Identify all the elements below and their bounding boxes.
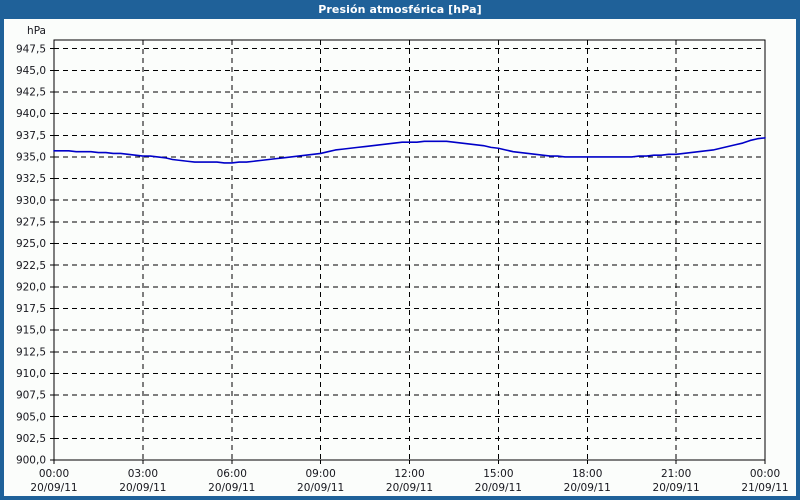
- x-axis-date-label: 21/09/11: [741, 482, 788, 494]
- y-axis-tick-label: 910,0: [16, 368, 46, 380]
- x-axis-date-label: 20/09/11: [119, 482, 166, 494]
- y-axis-tick-label: 925,0: [16, 238, 46, 250]
- x-axis-time-label: 06:00: [217, 468, 247, 480]
- x-axis-time-label: 09:00: [305, 468, 335, 480]
- x-axis-date-label: 20/09/11: [386, 482, 433, 494]
- x-axis-date-label: 20/09/11: [208, 482, 255, 494]
- pressure-line-chart: 947,5 945,0 942,5 940,0 937,5 935,0 932,5 930,0…: [16, 25, 789, 494]
- x-axis-date-label: 20/09/11: [564, 482, 611, 494]
- x-axis-time-label: 03:00: [128, 468, 158, 480]
- x-axis-labels: 00:00 20/09/11 03:00 20/09/11 06:00 20/09/11 0…: [30, 468, 788, 494]
- y-axis-tick-label: 930,0: [16, 195, 46, 207]
- y-axis-tick-label: 940,0: [16, 108, 46, 120]
- x-axis-time-label: 15:00: [483, 468, 513, 480]
- y-axis-tick-label: 932,5: [16, 173, 46, 185]
- x-axis-date-label: 20/09/11: [297, 482, 344, 494]
- y-axis-labels: 947,5 945,0 942,5 940,0 937,5 935,0 932,5 930,0…: [16, 43, 46, 466]
- y-axis-tick-label: 927,5: [16, 216, 46, 228]
- x-axis-time-label: 00:00: [39, 468, 69, 480]
- pressure-data-line: [53, 137, 766, 164]
- gridlines: [54, 40, 765, 460]
- axis-ticks: [50, 48, 766, 464]
- y-axis-tick-label: 945,0: [16, 65, 46, 77]
- y-axis-tick-label: 947,5: [16, 43, 46, 55]
- y-axis-tick-label: 907,5: [16, 390, 46, 402]
- x-axis-date-label: 20/09/11: [475, 482, 522, 494]
- y-axis-tick-label: 900,0: [16, 455, 46, 467]
- y-axis-tick-label: 905,0: [16, 411, 46, 423]
- y-axis-tick-label: 912,5: [16, 346, 46, 358]
- y-axis-tick-label: 917,5: [16, 303, 46, 315]
- y-axis-tick-label: 920,0: [16, 281, 46, 293]
- x-axis-time-label: 00:00: [750, 468, 780, 480]
- window-titlebar: Presión atmosférica [hPa]: [0, 0, 800, 19]
- x-axis-date-label: 20/09/11: [653, 482, 700, 494]
- y-axis-tick-label: 902,5: [16, 433, 46, 445]
- y-axis-unit-label: hPa: [27, 25, 46, 37]
- x-axis-time-label: 12:00: [394, 468, 424, 480]
- chart-area: 947,5 945,0 942,5 940,0 937,5 935,0 932,5 930,0…: [4, 19, 796, 496]
- y-axis-tick-label: 915,0: [16, 325, 46, 337]
- x-axis-date-label: 20/09/11: [30, 482, 77, 494]
- y-axis-tick-label: 935,0: [16, 152, 46, 164]
- x-axis-time-label: 21:00: [661, 468, 691, 480]
- y-axis-tick-label: 937,5: [16, 130, 46, 142]
- x-axis-time-label: 18:00: [572, 468, 602, 480]
- y-axis-tick-label: 942,5: [16, 87, 46, 99]
- y-axis-tick-label: 922,5: [16, 260, 46, 272]
- window-title: Presión atmosférica [hPa]: [318, 3, 482, 16]
- pressure-series-line: [53, 137, 766, 164]
- y-axis-unit-text: hPa: [27, 25, 46, 37]
